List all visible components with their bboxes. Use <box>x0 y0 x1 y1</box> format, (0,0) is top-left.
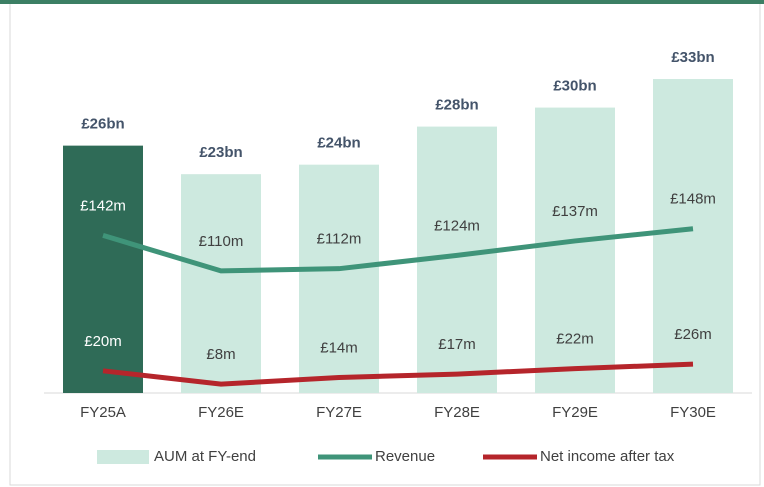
legend-swatch <box>97 450 149 464</box>
line-value-label: £22m <box>556 331 594 348</box>
line-value-label: £8m <box>206 346 235 363</box>
bar-value-label: £33bn <box>671 49 714 66</box>
line-value-label: £142m <box>80 197 126 214</box>
x-tick-label: FY28E <box>434 404 480 421</box>
legend-label: Revenue <box>375 448 435 465</box>
line-value-label: £124m <box>434 217 480 234</box>
line-value-label: £17m <box>438 336 476 353</box>
line-value-label: £26m <box>674 326 712 343</box>
top-rule <box>0 0 764 4</box>
bar-value-label: £28bn <box>435 97 478 114</box>
line-value-label: £14m <box>320 339 358 356</box>
line-value-label: £112m <box>317 231 362 248</box>
line <box>102 361 694 387</box>
legend-label: AUM at FY-end <box>154 448 256 465</box>
x-tick-label: FY26E <box>198 404 244 421</box>
x-tick-label: FY29E <box>552 404 598 421</box>
x-tick-label: FY27E <box>316 404 362 421</box>
line-value-label: £20m <box>84 333 122 350</box>
legend-label: Net income after tax <box>540 448 675 465</box>
x-tick-label: FY25A <box>80 404 126 421</box>
bar-value-label: £23bn <box>199 144 242 161</box>
line <box>102 226 694 274</box>
bar <box>299 164 379 393</box>
bar <box>181 174 261 393</box>
line-value-label: £137m <box>552 203 598 220</box>
bar-value-label: £30bn <box>553 78 596 95</box>
bar-value-label: £26bn <box>81 116 124 133</box>
line-value-label: £110m <box>199 233 244 250</box>
bar-value-label: £24bn <box>317 135 360 152</box>
x-tick-label: FY30E <box>670 404 716 421</box>
bar <box>653 79 733 394</box>
bar <box>63 145 143 393</box>
bar <box>535 107 615 394</box>
line-value-label: £148m <box>670 191 716 208</box>
